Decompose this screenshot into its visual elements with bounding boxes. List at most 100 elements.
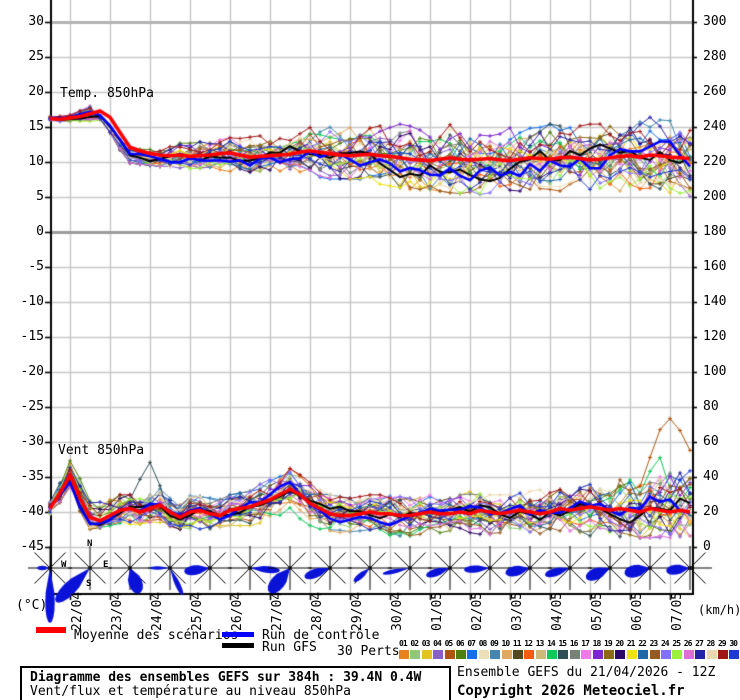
temp-tick-label: -35	[20, 469, 44, 484]
pert-number: 19	[604, 639, 613, 648]
pert-color-box	[581, 650, 592, 659]
pert-number: 14	[547, 639, 556, 648]
date-label: 03/05	[510, 591, 525, 631]
pert-legend-item: 03	[421, 639, 433, 659]
pert-legend-item: 30	[729, 639, 740, 659]
gfs-legend-label: Run GFS	[262, 640, 317, 655]
wind-axis-unit: (km/h)	[698, 603, 740, 617]
pert-color-box	[501, 650, 512, 659]
pert-legend-item: 22	[638, 639, 649, 659]
date-label: 06/05	[630, 591, 645, 631]
pert-legend-item: 09	[490, 639, 501, 659]
temp-tick-label: 25	[28, 49, 44, 64]
pert-number: 06	[455, 639, 465, 648]
chart-title: Diagramme des ensembles GEFS sur 384h : …	[30, 670, 422, 685]
temp-tick-label: -10	[20, 294, 44, 309]
date-label: 04/05	[550, 591, 565, 631]
pert-legend-item: 16	[569, 639, 581, 659]
pert-color-box	[683, 650, 694, 659]
temp-axis-unit: (°C)	[16, 598, 48, 613]
copyright-text: Copyright 2026 Meteociel.fr	[457, 683, 685, 699]
pert-color-box	[547, 650, 558, 659]
wind-tick-label: 240	[703, 119, 727, 134]
run-info-text: Ensemble GEFS du 21/04/2026 - 12Z	[457, 665, 716, 680]
temp-tick-label: 20	[28, 84, 44, 99]
compass-east-label: E	[103, 560, 109, 570]
wind-tick-label: 180	[703, 224, 727, 239]
pert-legend-item: 26	[683, 639, 695, 659]
pert-legend-item: 13	[535, 639, 547, 659]
temp-tick-label: 5	[36, 189, 44, 204]
pert-legend-item: 28	[706, 639, 718, 659]
pert-number: 09	[490, 639, 499, 648]
pert-number: 24	[660, 639, 670, 648]
compass-south-label: S	[86, 579, 92, 589]
perturbation-color-legend: 01 02 03 04 05 06 07 08 09 10 11 12 13 14 15 16 17 18 19 20…	[399, 639, 740, 659]
temp-tick-label: 15	[28, 119, 44, 134]
temp-tick-label: 10	[28, 154, 44, 169]
wind-tick-label: 220	[703, 154, 727, 169]
date-label: 23/04	[110, 591, 125, 631]
wind-tick-label: 120	[703, 329, 727, 344]
pert-number: 28	[706, 639, 716, 648]
pert-color-box	[638, 650, 649, 659]
temp-tick-label: -20	[20, 364, 44, 379]
compass-north-label: N	[87, 539, 93, 549]
pert-legend-item: 25	[672, 639, 683, 659]
pert-legend-item: 06	[455, 639, 467, 659]
pert-color-box	[455, 650, 466, 659]
date-label: 25/04	[190, 591, 205, 631]
temp-tick-label: -40	[20, 504, 44, 519]
date-label: 30/04	[390, 591, 405, 631]
pert-number: 08	[478, 639, 488, 648]
temp-section-label: Temp. 850hPa	[60, 86, 154, 101]
pert-number: 05	[444, 639, 454, 648]
pert-number: 25	[672, 639, 681, 648]
date-label: 02/05	[470, 591, 485, 631]
pert-legend-item: 08	[478, 639, 490, 659]
temp-tick-label: -30	[20, 434, 44, 449]
pert-legend-item: 07	[467, 639, 478, 659]
control-legend-swatch	[222, 632, 254, 637]
wind-tick-label: 300	[703, 14, 727, 29]
pert-legend-item: 01	[399, 639, 410, 659]
mean-legend-label: Moyenne des scénarios	[74, 628, 239, 643]
pert-legend-item: 19	[604, 639, 615, 659]
wind-tick-label: 20	[703, 504, 719, 519]
pert-color-box	[649, 650, 660, 659]
wind-tick-label: 140	[703, 294, 727, 309]
pert-number: 29	[717, 639, 727, 648]
date-label: 29/04	[350, 591, 365, 631]
pert-color-box	[592, 650, 603, 659]
wind-tick-label: 160	[703, 259, 727, 274]
pert-legend-item: 11	[512, 639, 524, 659]
pert-color-box	[569, 650, 580, 659]
wind-tick-label: 200	[703, 189, 727, 204]
pert-legend-item: 02	[410, 639, 421, 659]
pert-legend-item: 04	[433, 639, 444, 659]
date-label: 22/04	[70, 591, 85, 631]
pert-number: 18	[592, 639, 602, 648]
pert-color-box	[421, 650, 432, 659]
pert-color-box	[478, 650, 489, 659]
pert-color-box	[717, 650, 728, 659]
date-label: 27/04	[270, 591, 285, 631]
pert-color-box	[512, 650, 523, 659]
pert-color-box	[615, 650, 626, 659]
pert-color-box	[558, 650, 569, 659]
pert-legend-item: 15	[558, 639, 569, 659]
date-label: 01/05	[430, 591, 445, 631]
pert-number: 15	[558, 639, 567, 648]
pert-color-box	[604, 650, 615, 659]
pert-legend-item: 14	[547, 639, 558, 659]
pert-legend-item: 05	[444, 639, 456, 659]
pert-color-box	[695, 650, 706, 659]
wind-tick-label: 0	[703, 539, 711, 554]
mean-legend-swatch	[36, 627, 66, 633]
pert-color-box	[524, 650, 535, 659]
pert-legend-item: 24	[660, 639, 672, 659]
chart-subtitle: Vent/flux et température au niveau 850hP…	[30, 684, 351, 699]
pert-color-box	[433, 650, 444, 659]
date-label: 24/04	[150, 591, 165, 631]
